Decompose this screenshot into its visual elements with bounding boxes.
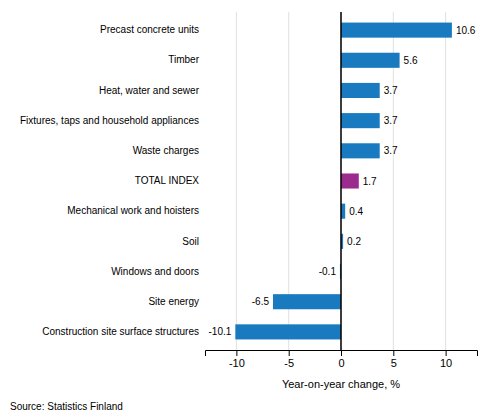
tick: Precast concrete units bbox=[100, 24, 199, 35]
tick-label: 5 bbox=[391, 357, 397, 369]
tick-label: 0 bbox=[338, 357, 344, 369]
bar bbox=[273, 294, 341, 309]
data-labels: -10.1 -6.5 -0.1 0.2 0.4 1.7 3.7 3.7 3.7 5.6 10.6 bbox=[209, 25, 476, 338]
tick: Mechanical work and hoisters bbox=[67, 205, 199, 216]
data-label: -10.1 bbox=[209, 326, 232, 337]
tick: 10 bbox=[440, 350, 452, 369]
data-label: 3.7 bbox=[384, 85, 398, 96]
axis-line bbox=[206, 351, 478, 357]
bars bbox=[235, 23, 452, 340]
grid-line bbox=[341, 12, 342, 350]
tick-label: Fixtures, taps and household appliances bbox=[20, 115, 199, 126]
bar bbox=[235, 324, 341, 339]
data-label: 3.7 bbox=[384, 145, 398, 156]
y-axis: Construction site surface structures Site… bbox=[20, 24, 200, 337]
zero-line bbox=[340, 12, 342, 350]
tick: Windows and doors bbox=[111, 266, 199, 277]
tick: Soil bbox=[182, 236, 199, 247]
tick: Heat, water and sewer bbox=[99, 85, 200, 96]
tick-label: Soil bbox=[182, 236, 199, 247]
tick-label: Waste charges bbox=[133, 145, 199, 156]
bar bbox=[341, 173, 359, 188]
bar bbox=[341, 83, 380, 98]
chart: -10 -5 0 5 10 Construction site surface struc… bbox=[0, 0, 493, 416]
tick-label: Precast concrete units bbox=[100, 24, 199, 35]
bar bbox=[341, 23, 452, 38]
tick-label: Mechanical work and hoisters bbox=[67, 205, 199, 216]
tick: Timber bbox=[168, 54, 199, 65]
tick: Fixtures, taps and household appliances bbox=[20, 115, 199, 126]
bar bbox=[341, 143, 380, 158]
tick-label: 10 bbox=[440, 357, 452, 369]
tick-label: -10 bbox=[229, 357, 245, 369]
bar bbox=[341, 113, 380, 128]
tick: 0 bbox=[338, 350, 344, 369]
tick-mark bbox=[446, 350, 447, 356]
tick-mark bbox=[236, 350, 237, 356]
tick: TOTAL INDEX bbox=[135, 175, 200, 186]
tick: Site energy bbox=[148, 296, 199, 307]
tick-label: -5 bbox=[284, 357, 294, 369]
grid-line bbox=[445, 12, 446, 350]
bar bbox=[341, 53, 400, 68]
tick-mark bbox=[341, 350, 342, 356]
grid-line bbox=[236, 12, 237, 350]
tick-label: Construction site surface structures bbox=[42, 326, 199, 337]
tick-mark bbox=[289, 350, 290, 356]
annotation: Source: Statistics Finland bbox=[10, 401, 123, 412]
tick-label: Site energy bbox=[148, 296, 199, 307]
x-axis-title: Year-on-year change, % bbox=[282, 378, 400, 390]
tick: 5 bbox=[391, 350, 397, 369]
tick: -10 bbox=[229, 350, 245, 369]
tick-mark bbox=[393, 350, 394, 356]
data-label: 5.6 bbox=[404, 55, 418, 66]
data-label: 1.7 bbox=[363, 176, 377, 187]
data-label: -0.1 bbox=[319, 266, 337, 277]
data-label: 10.6 bbox=[456, 25, 476, 36]
data-label: -6.5 bbox=[252, 296, 270, 307]
data-label: 3.7 bbox=[384, 115, 398, 126]
tick-label: Timber bbox=[168, 54, 199, 65]
tick: -5 bbox=[284, 350, 294, 369]
data-label: 0.4 bbox=[349, 206, 363, 217]
tick: Construction site surface structures bbox=[42, 326, 199, 337]
plot: -10 -5 0 5 10 Construction site surface struc… bbox=[20, 12, 478, 369]
tick-label: Heat, water and sewer bbox=[99, 85, 200, 96]
x-axis: -10 -5 0 5 10 bbox=[206, 350, 478, 369]
tick: Waste charges bbox=[133, 145, 199, 156]
tick-label: Windows and doors bbox=[111, 266, 199, 277]
tick-label: TOTAL INDEX bbox=[135, 175, 200, 186]
data-label: 0.2 bbox=[347, 236, 361, 247]
grid bbox=[236, 12, 445, 350]
